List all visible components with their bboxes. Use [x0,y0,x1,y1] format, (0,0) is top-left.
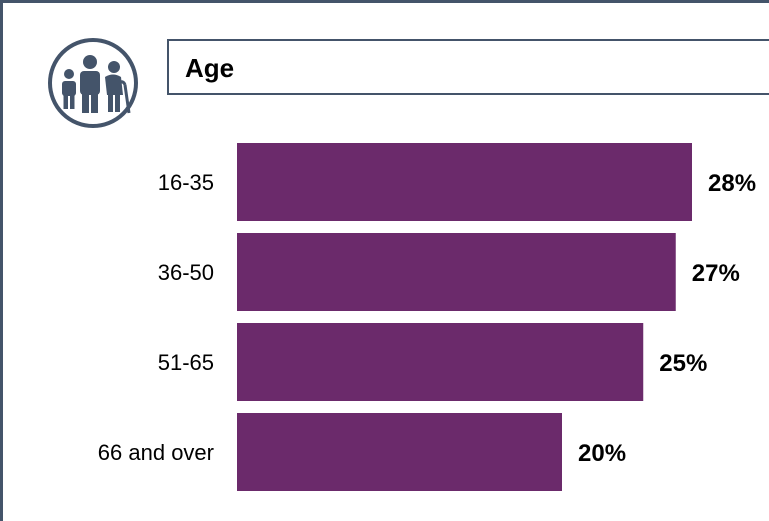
value-label: 20% [578,440,626,467]
bar-1 [237,143,692,221]
category-label: 51-65 [158,350,214,375]
value-label: 25% [659,350,707,377]
title-box [167,39,769,95]
family-icon [47,37,139,129]
category-label: 16-35 [158,170,214,195]
chart-title: Age [185,53,235,83]
value-label: 28% [708,170,756,197]
category-label: 66 and over [98,440,214,465]
value-label: 27% [692,260,740,287]
bar-4 [237,413,562,491]
bar-2 [237,233,676,311]
category-label: 36-50 [158,260,214,285]
bar-3 [237,323,644,401]
